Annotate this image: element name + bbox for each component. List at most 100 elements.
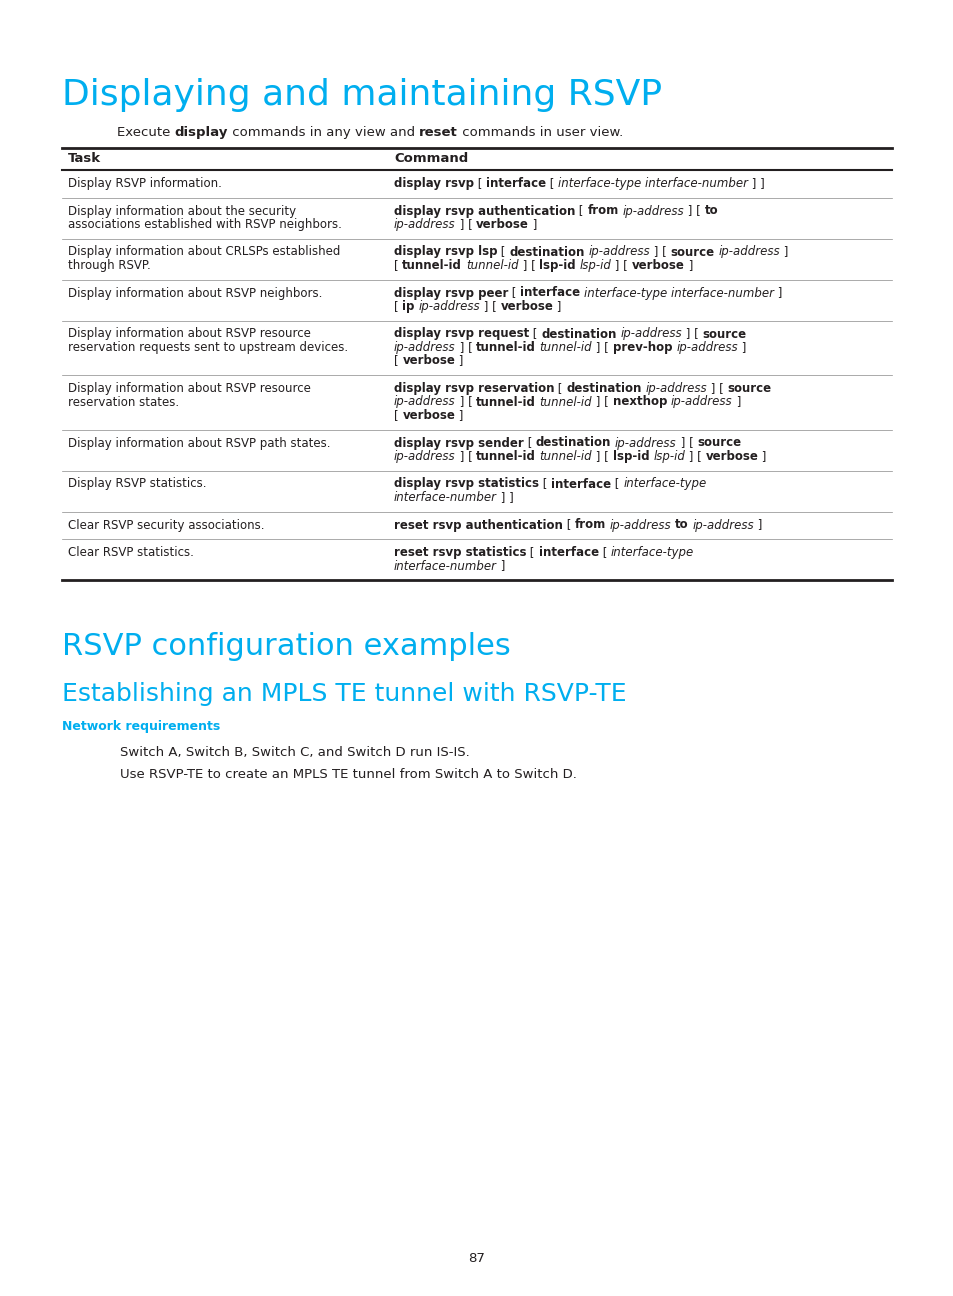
Text: lsp-id: lsp-id <box>653 450 684 463</box>
Text: verbose: verbose <box>631 259 684 272</box>
Text: ] [: ] [ <box>456 218 476 231</box>
Text: ]: ] <box>497 560 505 573</box>
Text: display rsvp: display rsvp <box>394 178 474 191</box>
Text: [: [ <box>562 518 575 531</box>
Text: Display information about CRLSPs established: Display information about CRLSPs establi… <box>68 245 340 258</box>
Text: ip-address: ip-address <box>645 382 706 395</box>
Text: nexthop: nexthop <box>612 395 666 408</box>
Text: ]: ] <box>754 518 762 531</box>
Text: [: [ <box>394 355 402 368</box>
Text: Clear RSVP statistics.: Clear RSVP statistics. <box>68 546 193 559</box>
Text: destination: destination <box>566 382 641 395</box>
Text: interface-number: interface-number <box>394 491 497 504</box>
Text: interface: interface <box>551 477 611 490</box>
Text: from: from <box>587 205 618 218</box>
Text: ] [: ] [ <box>456 395 476 408</box>
Text: ip-address: ip-address <box>670 395 732 408</box>
Text: RSVP configuration examples: RSVP configuration examples <box>62 632 510 661</box>
Text: ] [: ] [ <box>592 450 612 463</box>
Text: display rsvp statistics: display rsvp statistics <box>394 477 538 490</box>
Text: ip-address: ip-address <box>588 245 650 258</box>
Text: ] [: ] [ <box>518 259 538 272</box>
Text: tunnel-id: tunnel-id <box>476 395 536 408</box>
Text: [: [ <box>394 299 402 314</box>
Text: [: [ <box>598 546 610 559</box>
Text: ] [: ] [ <box>650 245 670 258</box>
Text: ip-address: ip-address <box>394 341 456 354</box>
Text: verbose: verbose <box>402 410 455 422</box>
Text: ip-address: ip-address <box>718 245 780 258</box>
Text: ] [: ] [ <box>683 205 704 218</box>
Text: Establishing an MPLS TE tunnel with RSVP-TE: Establishing an MPLS TE tunnel with RSVP… <box>62 682 626 706</box>
Text: ] [: ] [ <box>676 437 697 450</box>
Text: [: [ <box>575 205 587 218</box>
Text: verbose: verbose <box>705 450 758 463</box>
Text: tunnel-id: tunnel-id <box>465 259 518 272</box>
Text: Use RSVP-TE to create an MPLS TE tunnel from Switch A to Switch D.: Use RSVP-TE to create an MPLS TE tunnel … <box>120 769 577 781</box>
Text: [: [ <box>474 178 486 191</box>
Text: Display RSVP statistics.: Display RSVP statistics. <box>68 477 206 490</box>
Text: ]: ] <box>774 286 781 299</box>
Text: ip-address: ip-address <box>394 218 456 231</box>
Text: Display information about RSVP resource: Display information about RSVP resource <box>68 328 311 341</box>
Text: Execute: Execute <box>117 126 174 139</box>
Text: reservation requests sent to upstream devices.: reservation requests sent to upstream de… <box>68 341 348 354</box>
Text: verbose: verbose <box>402 355 455 368</box>
Text: Network requirements: Network requirements <box>62 721 220 734</box>
Text: interface: interface <box>538 546 598 559</box>
Text: Display information about RSVP neighbors.: Display information about RSVP neighbors… <box>68 286 322 299</box>
Text: ] [: ] [ <box>611 259 631 272</box>
Text: 87: 87 <box>468 1252 485 1265</box>
Text: ip-address: ip-address <box>609 518 671 531</box>
Text: tunnel-id: tunnel-id <box>539 450 592 463</box>
Text: source: source <box>670 245 714 258</box>
Text: display rsvp authentication: display rsvp authentication <box>394 205 575 218</box>
Text: [: [ <box>529 328 540 341</box>
Text: interface-type interface-number: interface-type interface-number <box>584 286 774 299</box>
Text: commands in user view.: commands in user view. <box>457 126 622 139</box>
Text: ] [: ] [ <box>592 395 612 408</box>
Text: ] [: ] [ <box>456 341 476 354</box>
Text: tunnel-id: tunnel-id <box>539 341 592 354</box>
Text: destination: destination <box>536 437 611 450</box>
Text: ip-address: ip-address <box>418 299 479 314</box>
Text: destination: destination <box>540 328 616 341</box>
Text: display rsvp lsp: display rsvp lsp <box>394 245 497 258</box>
Text: Switch A, Switch B, Switch C, and Switch D run IS-IS.: Switch A, Switch B, Switch C, and Switch… <box>120 746 469 759</box>
Text: display rsvp sender: display rsvp sender <box>394 437 523 450</box>
Text: tunnel-id: tunnel-id <box>476 450 536 463</box>
Text: ] [: ] [ <box>592 341 612 354</box>
Text: ip-address: ip-address <box>619 328 681 341</box>
Text: ip-address: ip-address <box>622 205 683 218</box>
Text: ip-address: ip-address <box>676 341 737 354</box>
Text: destination: destination <box>509 245 584 258</box>
Text: associations established with RSVP neighbors.: associations established with RSVP neigh… <box>68 218 341 231</box>
Text: [: [ <box>394 259 402 272</box>
Text: ] [: ] [ <box>479 299 500 314</box>
Text: tunnel-id: tunnel-id <box>476 341 536 354</box>
Text: reset rsvp statistics: reset rsvp statistics <box>394 546 526 559</box>
Text: ] ]: ] ] <box>747 178 764 191</box>
Text: Display RSVP information.: Display RSVP information. <box>68 178 222 191</box>
Text: lsp-id: lsp-id <box>612 450 649 463</box>
Text: Clear RSVP security associations.: Clear RSVP security associations. <box>68 518 264 531</box>
Text: Display information about RSVP resource: Display information about RSVP resource <box>68 382 311 395</box>
Text: source: source <box>697 437 740 450</box>
Text: reset rsvp authentication: reset rsvp authentication <box>394 518 562 531</box>
Text: display rsvp reservation: display rsvp reservation <box>394 382 554 395</box>
Text: ip-address: ip-address <box>394 450 456 463</box>
Text: ]: ] <box>455 355 463 368</box>
Text: commands in any view and: commands in any view and <box>228 126 419 139</box>
Text: [: [ <box>508 286 520 299</box>
Text: interface-type interface-number: interface-type interface-number <box>558 178 747 191</box>
Text: source: source <box>727 382 771 395</box>
Text: [: [ <box>611 477 622 490</box>
Text: Task: Task <box>68 152 101 165</box>
Text: ]: ] <box>780 245 788 258</box>
Text: Display information about RSVP path states.: Display information about RSVP path stat… <box>68 437 330 450</box>
Text: interface: interface <box>520 286 580 299</box>
Text: tunnel-id: tunnel-id <box>539 395 592 408</box>
Text: [: [ <box>523 437 536 450</box>
Text: display rsvp request: display rsvp request <box>394 328 529 341</box>
Text: ] [: ] [ <box>456 450 476 463</box>
